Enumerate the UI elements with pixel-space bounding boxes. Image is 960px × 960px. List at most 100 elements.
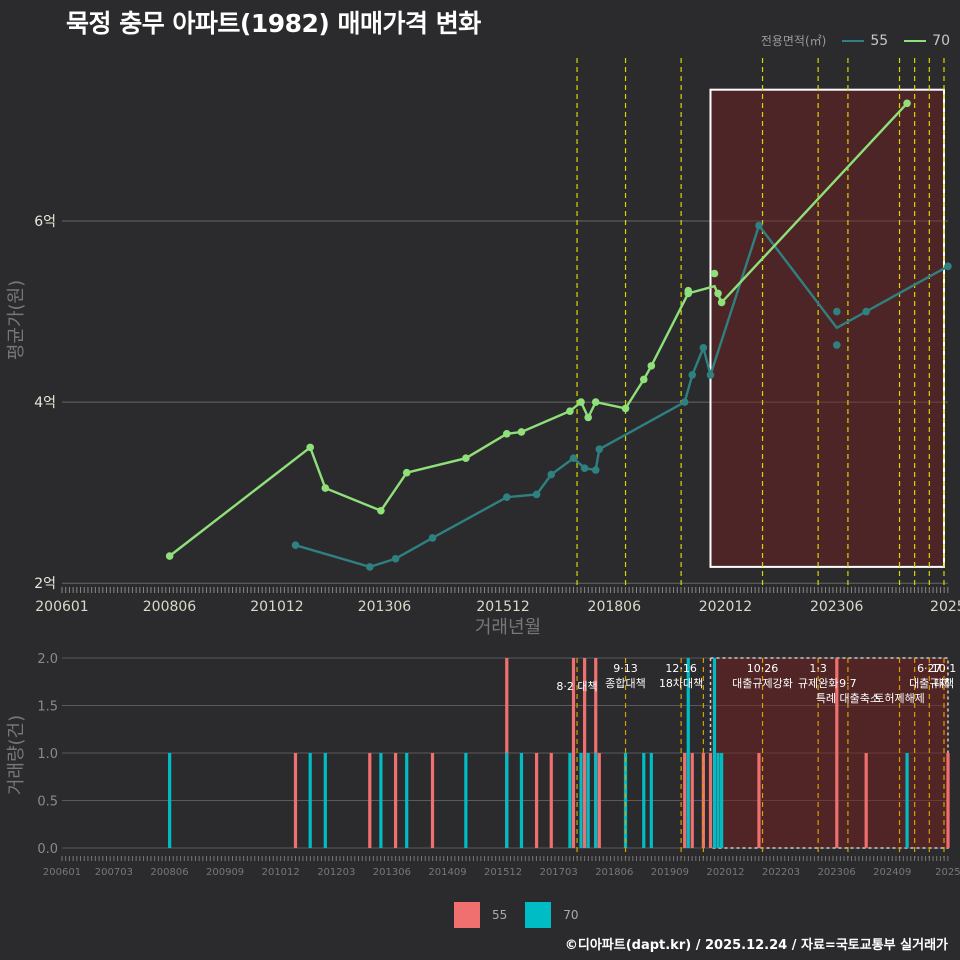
bar-70 bbox=[308, 753, 312, 848]
bar-x-tick-label: 200703 bbox=[95, 867, 133, 878]
data-point-70 bbox=[684, 286, 693, 295]
bar-55 bbox=[835, 658, 839, 848]
data-point-55 bbox=[569, 454, 578, 463]
policy-annotation: 대책 bbox=[934, 677, 954, 690]
bar-x-tick-label: 200806 bbox=[150, 867, 188, 878]
policy-annotation: 규제완화 bbox=[798, 677, 838, 690]
bar-70 bbox=[905, 753, 909, 848]
bar-70 bbox=[405, 753, 409, 848]
policy-annotation: 대출규제강화 bbox=[732, 677, 793, 690]
policy-annotation: 1·3 bbox=[809, 662, 827, 675]
area-legend: 전용면적(㎡) 55 70 bbox=[761, 32, 950, 49]
bar-x-tick-label: 201909 bbox=[651, 867, 689, 878]
bar-legend-label-55: 55 bbox=[492, 908, 508, 922]
data-point-70 bbox=[639, 375, 648, 384]
bar-x-tick-label: 201806 bbox=[595, 867, 633, 878]
legend-item-70[interactable]: 70 bbox=[904, 33, 950, 49]
legend-item-55[interactable]: 55 bbox=[842, 33, 888, 49]
bar-55 bbox=[864, 753, 868, 848]
data-point-55 bbox=[580, 464, 589, 472]
bar-x-tick-label: 201409 bbox=[428, 867, 466, 878]
bar-70 bbox=[594, 753, 598, 848]
data-point-70 bbox=[903, 99, 911, 108]
y-tick-label: 4억 bbox=[34, 395, 56, 411]
data-point-70 bbox=[577, 398, 585, 406]
policy-annotation: 10·26 bbox=[747, 662, 779, 675]
bar-y-tick-label: 1.5 bbox=[37, 700, 58, 715]
bar-70 bbox=[519, 753, 524, 848]
data-point-55 bbox=[755, 221, 763, 230]
x-tick-label: 202306 bbox=[810, 599, 864, 615]
bar-55 bbox=[690, 753, 694, 848]
data-point-70 bbox=[717, 298, 726, 307]
bar-x-tick-label: 202012 bbox=[706, 867, 744, 878]
policy-annotation: 9·7 bbox=[839, 677, 857, 690]
highlight-region bbox=[709, 88, 945, 568]
bar-70 bbox=[568, 753, 572, 848]
bar-55 bbox=[549, 753, 553, 848]
bar-x-tick-label: 201203 bbox=[317, 867, 355, 878]
bar-55 bbox=[583, 658, 587, 848]
bar-55 bbox=[683, 753, 687, 848]
data-point-70 bbox=[462, 454, 470, 463]
data-point-55 bbox=[862, 307, 870, 316]
bar-70 bbox=[505, 753, 509, 848]
bar-70 bbox=[586, 753, 590, 848]
x-tick-label: 200806 bbox=[143, 599, 197, 615]
bar-x-tick-label: 202409 bbox=[873, 867, 911, 878]
bar-70 bbox=[686, 658, 690, 848]
bar-x-tick-label: 201012 bbox=[262, 867, 300, 878]
policy-annotation: 종합대책 bbox=[605, 677, 645, 690]
bar-x-tick-label: 200601 bbox=[43, 867, 81, 878]
data-point-70 bbox=[517, 428, 526, 436]
credit-text: ©디아파트(dapt.kr) / 2025.12.24 / 자료=국토교통부 실… bbox=[564, 938, 948, 953]
policy-annotation: 특례 대출축소 bbox=[816, 692, 880, 705]
bar-x-tick-label: 2025 bbox=[935, 867, 960, 878]
bar-70 bbox=[649, 753, 653, 848]
bar-70 bbox=[323, 753, 327, 848]
x-tick-label: 2025 bbox=[930, 599, 960, 615]
bar-70 bbox=[716, 753, 720, 848]
data-point-70 bbox=[647, 362, 656, 370]
bar-legend: 55 70 bbox=[454, 902, 585, 928]
bar-x-tick-label: 200909 bbox=[206, 867, 244, 878]
chart-title: 묵정 충무 아파트(1982) 매매가격 변화 bbox=[66, 9, 481, 38]
x-tick-label: 201306 bbox=[358, 599, 412, 615]
bar-70 bbox=[579, 753, 583, 848]
legend-swatch-55 bbox=[842, 39, 865, 42]
policy-annotation: 9·13 bbox=[613, 662, 638, 675]
bar-55 bbox=[534, 753, 539, 848]
data-point-70 bbox=[502, 429, 511, 438]
x-tick-label: 200601 bbox=[35, 599, 88, 615]
bar-x-tick-label: 202203 bbox=[762, 867, 800, 878]
policy-annotation: 18차대책 bbox=[659, 677, 703, 690]
bar-y-tick-label: 1.0 bbox=[37, 747, 58, 762]
x-tick-label: 201012 bbox=[250, 599, 303, 615]
data-point-55 bbox=[944, 262, 952, 271]
policy-annotation: 8·2 대책 bbox=[556, 680, 597, 693]
legend-swatch-70 bbox=[904, 39, 927, 42]
bar-70 bbox=[379, 753, 383, 848]
y-axis-title: 평균가(원) bbox=[6, 280, 27, 360]
y-tick-label: 6억 bbox=[34, 214, 56, 230]
bar-70 bbox=[642, 753, 646, 848]
bar-legend-swatch-55 bbox=[454, 902, 480, 928]
data-point-70 bbox=[584, 413, 592, 422]
data-point-55 bbox=[833, 307, 841, 316]
data-point-70 bbox=[321, 484, 330, 492]
bar-legend-item-70[interactable]: 70 bbox=[525, 902, 579, 928]
x-tick-label: 201512 bbox=[476, 599, 529, 615]
data-point-70 bbox=[306, 443, 314, 452]
bar-55 bbox=[430, 753, 435, 848]
bar-70 bbox=[712, 658, 717, 848]
bar-x-tick-label: 202306 bbox=[818, 867, 856, 878]
bar-x-tick-label: 201306 bbox=[373, 867, 411, 878]
bar-x-tick-label: 201512 bbox=[484, 867, 522, 878]
bar-55 bbox=[571, 658, 576, 848]
data-point-70 bbox=[591, 398, 600, 406]
data-point-70 bbox=[402, 468, 411, 477]
bar-legend-item-55[interactable]: 55 bbox=[454, 902, 507, 928]
data-point-70 bbox=[621, 404, 630, 413]
policy-annotation: 12·16 bbox=[665, 662, 697, 675]
